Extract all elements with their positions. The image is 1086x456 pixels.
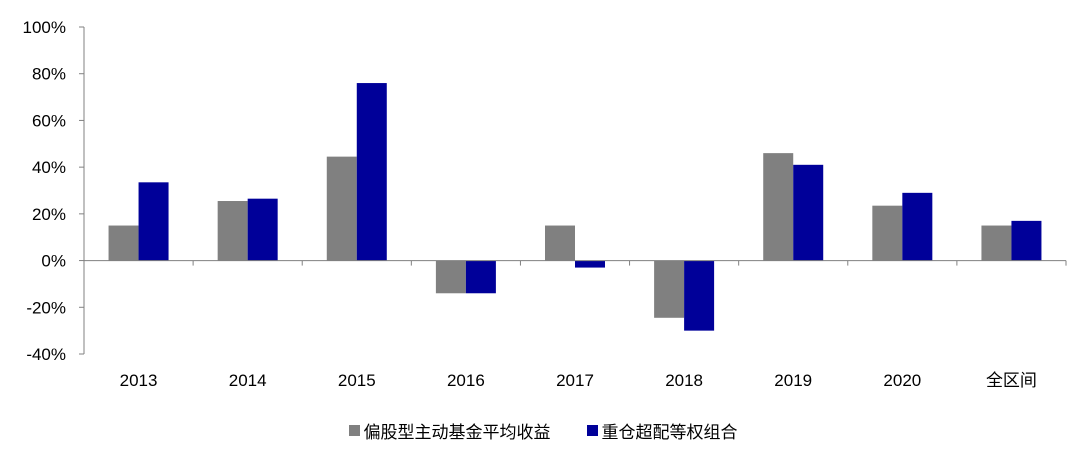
y-tick-label: 100% (23, 18, 66, 37)
y-axis: -40% -20% 0% 20% 40% 60% 80% 100% (23, 18, 66, 364)
x-tick-label: 2020 (883, 371, 921, 390)
y-tick-label: -20% (26, 298, 66, 317)
legend-item-series-1: 偏股型主动基金平均收益 (348, 418, 551, 443)
y-tick-label: 0% (41, 252, 66, 271)
bar-series-1 (872, 205, 903, 261)
bar-series-2 (465, 260, 496, 294)
axes (79, 26, 1067, 355)
bar-series-1 (763, 153, 794, 261)
x-tick-label: 2016 (447, 371, 485, 390)
legend-label-series-2: 重仓超配等权组合 (601, 423, 738, 443)
bar-series-2 (684, 260, 715, 331)
bar-series-1 (217, 201, 248, 261)
bar-series-2 (1011, 220, 1042, 261)
y-tick-label: 40% (32, 158, 66, 177)
bar-series-2 (575, 260, 605, 268)
bar-series-1 (545, 225, 575, 261)
bar-series-1 (435, 260, 466, 294)
bar-series-1 (108, 225, 139, 261)
y-tick-label: 60% (32, 111, 66, 130)
bar-series-1 (654, 260, 685, 318)
y-tick-label: 20% (32, 205, 66, 224)
legend-swatch-series-1 (348, 425, 360, 436)
legend-swatch-series-2 (586, 425, 598, 436)
bar-series-2 (793, 164, 824, 261)
bars (108, 83, 1042, 331)
y-tick-label: 80% (32, 65, 66, 84)
x-tick-label: 2013 (120, 371, 158, 390)
x-tick-label: 全区间 (986, 371, 1037, 390)
bar-series-2 (247, 198, 278, 261)
x-tick-label: 2015 (338, 371, 376, 390)
bar-series-2 (356, 83, 387, 261)
x-tick-label: 2017 (556, 371, 594, 390)
bar-series-2 (902, 192, 933, 261)
x-tick-label: 2014 (229, 371, 267, 390)
x-tick-label: 2018 (665, 371, 703, 390)
bar-series-2 (138, 182, 169, 261)
x-axis: 2013 2014 2015 2016 2017 2018 2019 2020 全区间 (120, 371, 1037, 390)
x-tick-label: 2019 (774, 371, 812, 390)
y-tick-label: -40% (26, 345, 66, 364)
bar-chart: -40%-20%0%20%40%60%80%100% 2013 2014 2015 2… (23, 18, 1067, 390)
legend: 偏股型主动基金平均收益 重仓超配等权组合 (0, 418, 1086, 443)
bar-series-1 (981, 225, 1012, 261)
bar-series-1 (326, 156, 357, 261)
legend-item-series-2: 重仓超配等权组合 (586, 418, 738, 443)
legend-label-series-1: 偏股型主动基金平均收益 (363, 423, 551, 443)
